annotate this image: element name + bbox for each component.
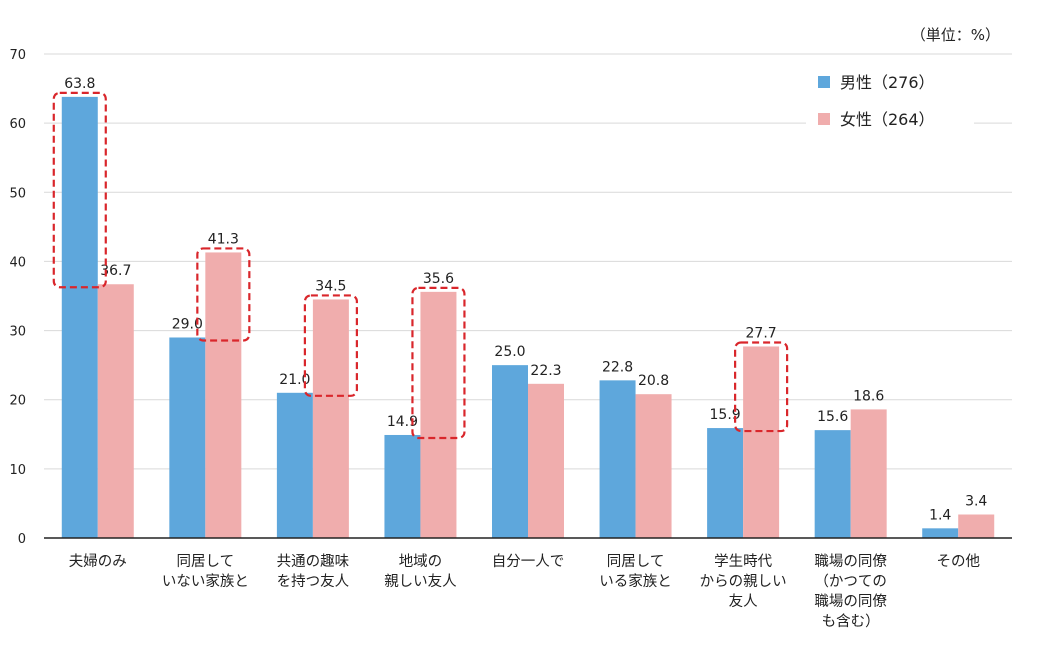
data-label: 15.9 <box>710 407 741 423</box>
data-label: 14.9 <box>387 414 418 430</box>
bars <box>61 96 995 539</box>
bar-male-5 <box>599 380 636 538</box>
category-label: いる家族と <box>599 573 672 590</box>
category-label: 職場の同僚 <box>814 553 887 570</box>
bar-male-2 <box>276 392 313 538</box>
data-label: 29.0 <box>172 316 203 332</box>
category-label: その他 <box>936 553 980 570</box>
category-label: 学生時代 <box>714 553 772 570</box>
category-label: からの親しい <box>700 573 787 590</box>
bar-male-3 <box>384 434 421 538</box>
bar-male-4 <box>492 365 528 538</box>
data-label: 22.3 <box>530 363 561 379</box>
category-label: （かつての <box>814 573 887 590</box>
bar-female-5 <box>635 394 672 538</box>
bar-female-7 <box>850 409 887 538</box>
y-tick-label: 30 <box>9 325 26 340</box>
bar-male-8 <box>922 528 959 538</box>
y-tick-label: 60 <box>9 117 26 132</box>
y-axis-ticks: 0 10 20 30 40 50 60 70 <box>9 48 26 547</box>
highlight-box <box>734 341 789 433</box>
category-label: 地域の <box>399 553 443 570</box>
data-label: 15.6 <box>817 409 848 425</box>
data-labels: 63.8 29.0 21.0 14.9 25.0 22.8 15.9 15.6 1.4 36.7 4… <box>64 76 987 523</box>
y-tick-label: 50 <box>9 186 26 201</box>
bar-female-0 <box>97 284 134 538</box>
y-tick-label: 40 <box>9 255 26 270</box>
category-label: いない家族と <box>162 573 249 590</box>
bar-male-6 <box>707 428 744 538</box>
highlight-boxes <box>52 91 789 440</box>
bar-female-1 <box>205 252 242 538</box>
y-tick-label: 10 <box>9 463 26 478</box>
data-label: 35.6 <box>423 271 454 287</box>
data-label: 1.4 <box>929 507 951 523</box>
y-tick-label: 70 <box>9 48 26 63</box>
legend-label: 女性（264） <box>840 110 935 129</box>
data-label: 41.3 <box>208 231 239 247</box>
legend-label: 男性（276） <box>840 73 935 92</box>
category-label: 同居して <box>607 554 665 570</box>
highlight-box <box>196 247 251 342</box>
y-tick-label: 0 <box>18 532 26 547</box>
data-label: 34.5 <box>315 278 346 294</box>
data-label: 36.7 <box>100 263 131 279</box>
data-label: 21.0 <box>279 372 310 388</box>
data-label: 20.8 <box>638 373 669 389</box>
category-label: を持つ友人 <box>277 573 350 590</box>
bar-female-6 <box>743 346 780 538</box>
bar-male-0 <box>61 96 98 539</box>
data-label: 27.7 <box>746 325 777 341</box>
category-label: も含む） <box>822 613 880 630</box>
data-label: 22.8 <box>602 359 633 375</box>
highlight-box <box>303 294 358 397</box>
category-label: 共通の趣味 <box>277 553 350 570</box>
bar-female-8 <box>958 514 995 538</box>
unit-label: （単位：%） <box>911 26 1000 44</box>
bar-female-3 <box>420 291 457 538</box>
category-label: 同居して <box>177 554 235 570</box>
highlight-box <box>411 286 466 440</box>
legend-swatch <box>818 113 830 125</box>
category-label: 友人 <box>729 593 758 610</box>
category-label: 親しい友人 <box>384 573 457 590</box>
bar-female-4 <box>528 383 564 538</box>
category-label: 自分一人で <box>492 553 565 570</box>
data-label: 63.8 <box>64 76 95 92</box>
category-label: 夫婦のみ <box>69 553 127 570</box>
legend: 男性（276） 女性（264） <box>818 73 935 129</box>
bar-male-1 <box>169 337 206 538</box>
category-label: 職場の同僚 <box>814 593 887 610</box>
legend-background <box>806 60 974 140</box>
data-label: 18.6 <box>853 388 884 404</box>
data-label: 3.4 <box>965 493 987 509</box>
y-tick-label: 20 <box>9 394 26 409</box>
legend-swatch <box>818 76 830 88</box>
bar-male-7 <box>814 430 851 538</box>
bar-female-2 <box>312 299 349 538</box>
data-label: 25.0 <box>494 344 525 360</box>
